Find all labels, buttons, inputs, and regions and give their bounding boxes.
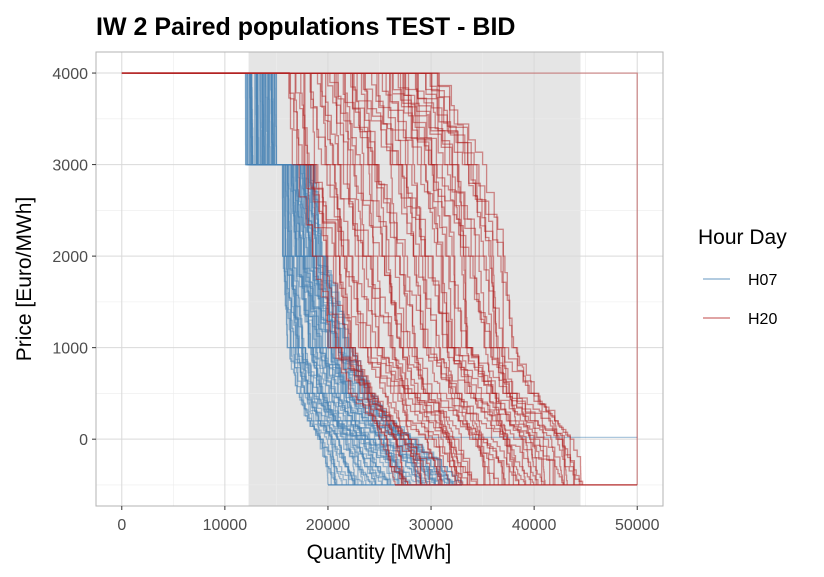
curve-h20: [159, 72, 431, 485]
y-axis-ticks: 0 1000 2000 3000 4000: [52, 66, 96, 449]
y-axis-label: Price [Euro/MWh]: [13, 197, 36, 362]
curve-h20: [338, 72, 535, 485]
curve-h20: [121, 72, 403, 485]
curve-h20: [234, 72, 462, 485]
curve-h20: [228, 72, 468, 485]
curve-h20: [370, 72, 554, 485]
x-axis-ticks: 0 10000 20000 30000 40000 50000: [117, 506, 660, 534]
x-tick-label: 10000: [203, 517, 248, 534]
curve-h20: [404, 72, 584, 485]
curve-h20: [155, 72, 421, 485]
curve-h07: [244, 73, 338, 485]
panel-border: [95, 51, 664, 507]
curve-h20: [330, 72, 532, 485]
curve-h07: [255, 73, 377, 485]
curve-h20: [211, 72, 450, 485]
curve-h20-tail: [420, 72, 638, 485]
curve-h20: [291, 72, 499, 485]
legend-title: Hour Day: [698, 226, 787, 249]
curve-h20: [178, 72, 423, 485]
curve-h20: [420, 72, 581, 485]
curve-h20: [198, 72, 440, 485]
curve-h20: [251, 72, 477, 485]
x-axis-label: Quantity [MWh]: [307, 541, 452, 564]
curve-h20: [231, 72, 458, 485]
curve-h20: [347, 72, 527, 485]
curve-h20: [262, 72, 491, 485]
curve-h20: [318, 72, 520, 485]
legend: Hour Day H07 H20: [698, 226, 787, 328]
x-tick-label: 40000: [512, 517, 557, 534]
curve-h07: [269, 73, 428, 485]
curve-h20: [378, 72, 556, 485]
curve-h20: [374, 72, 545, 485]
curve-h20: [281, 72, 506, 485]
plot-panel: [95, 51, 664, 507]
y-tick-label: 2000: [52, 249, 88, 266]
x-tick-label: 0: [117, 517, 126, 534]
curve-h20: [290, 72, 505, 485]
curve-h20: [297, 72, 526, 485]
legend-label-h07: H07: [748, 272, 777, 289]
x-tick-label: 20000: [306, 517, 351, 534]
curve-h20: [415, 72, 576, 485]
curve-h20: [212, 72, 456, 485]
curve-h20: [420, 72, 582, 485]
y-tick-label: 1000: [52, 341, 88, 358]
curve-h20: [398, 72, 575, 485]
x-tick-label: 30000: [409, 517, 454, 534]
curve-h20: [171, 72, 427, 485]
series-h20-curves: [121, 72, 638, 486]
y-tick-label: 4000: [52, 66, 88, 83]
curve-h20: [207, 72, 441, 485]
curve-h20: [380, 72, 565, 485]
y-tick-label: 0: [79, 432, 88, 449]
x-tick-label: 50000: [615, 517, 660, 534]
curve-h07: [246, 73, 336, 485]
y-tick-label: 3000: [52, 158, 88, 175]
chart-title: IW 2 Paired populations TEST - BID: [96, 13, 515, 41]
curve-h20: [280, 72, 503, 485]
curve-h20: [256, 72, 471, 485]
legend-label-h20: H20: [748, 311, 777, 328]
